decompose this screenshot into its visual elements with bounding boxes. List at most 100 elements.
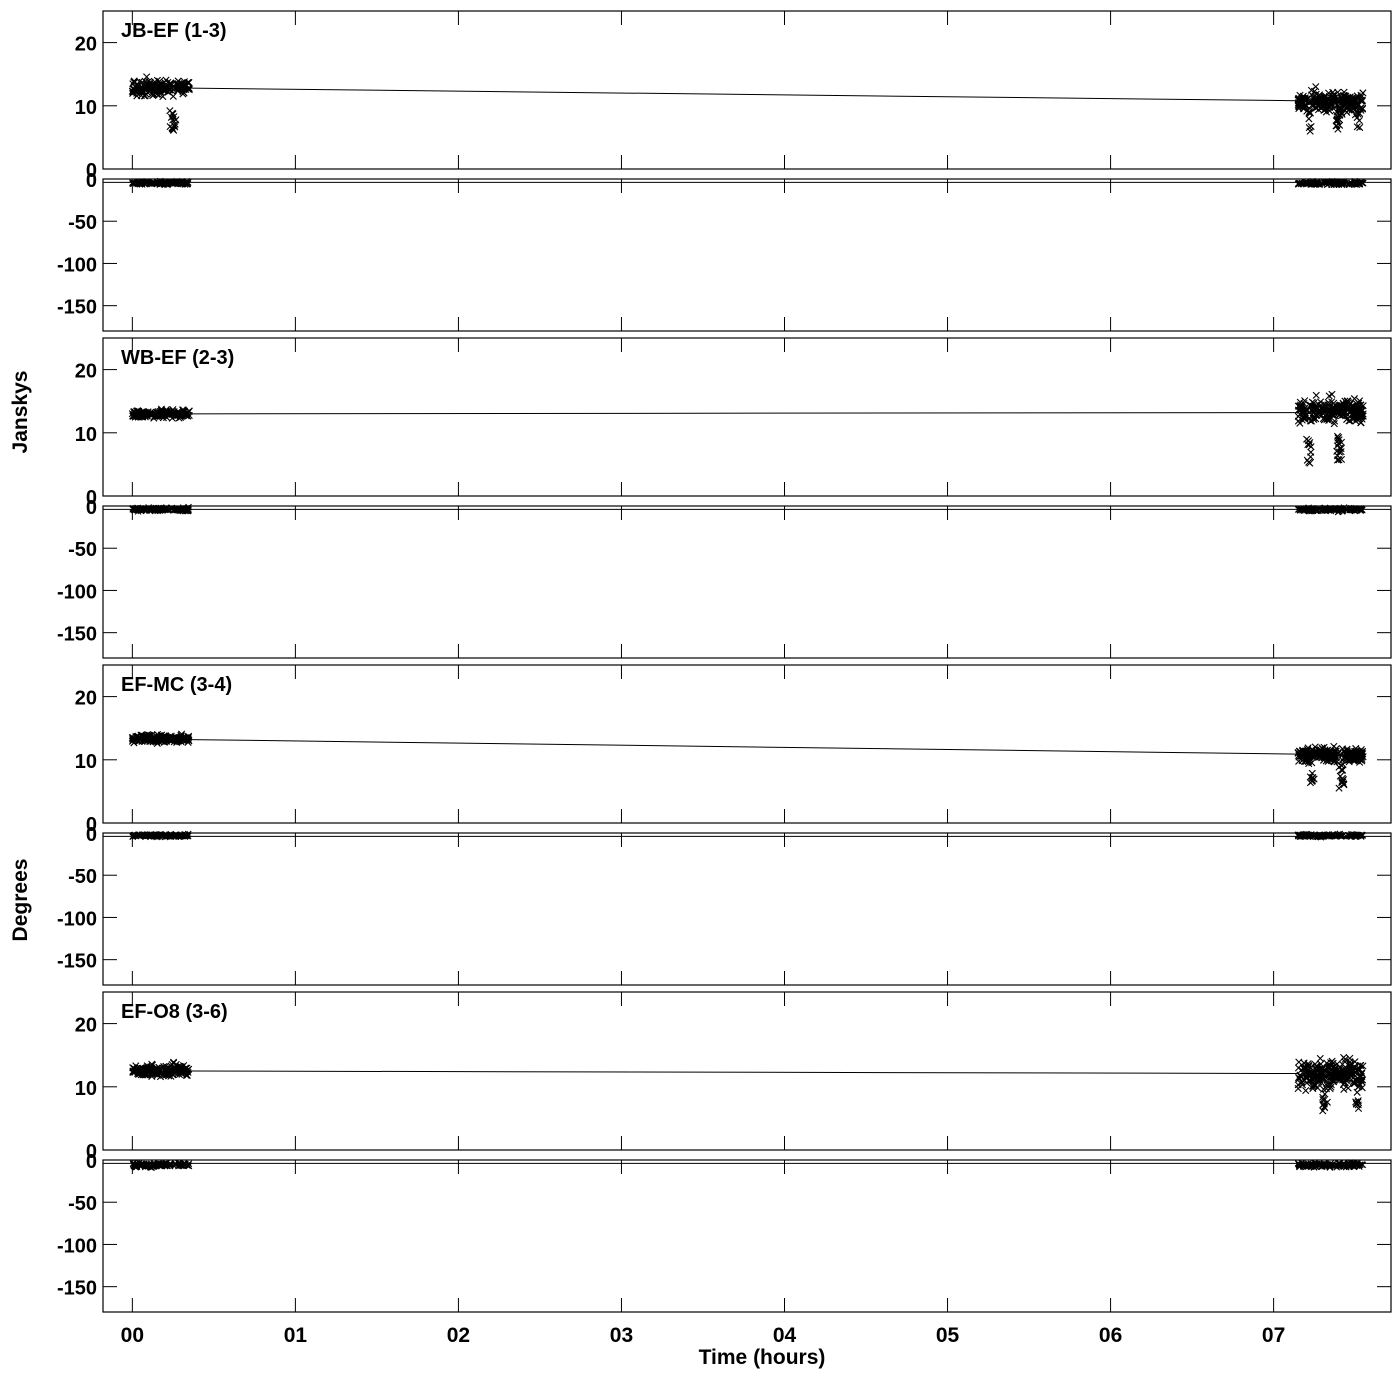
phase-frame: [102, 505, 1392, 659]
data-point: [1307, 443, 1315, 451]
data-point: [155, 80, 163, 89]
data-point: [1353, 1159, 1361, 1167]
data-point: [131, 1068, 139, 1076]
data-point: [169, 1068, 177, 1076]
data-point: [1323, 1081, 1331, 1090]
data-point: [172, 409, 181, 417]
data-point: [1335, 456, 1343, 464]
data-point: [1331, 103, 1339, 111]
data-point: [1358, 831, 1365, 839]
data-point: [134, 737, 142, 745]
data-point: [1303, 830, 1310, 838]
data-point: [1351, 747, 1359, 756]
data-point: [1333, 452, 1342, 460]
data-point: [1320, 831, 1328, 839]
data-point: [144, 736, 152, 745]
data-point: [1296, 831, 1304, 839]
baseline-panel: 0 10 20 0 -50 -100 -150 EF-O8 (3-6): [57, 991, 1392, 1313]
data-point: [1333, 115, 1341, 123]
phase-frame: [102, 1159, 1392, 1313]
data-point: [1299, 95, 1307, 103]
data-point: [183, 1161, 191, 1169]
data-point: [1355, 402, 1363, 410]
data-point: [1309, 180, 1316, 187]
data-point: [1307, 448, 1315, 456]
data-point: [168, 504, 176, 512]
data-point: [138, 88, 147, 96]
data-point: [1346, 400, 1354, 408]
baseline-panel: 0 10 20 0 -50 -100 -150 WB-EF (2-3): [57, 337, 1392, 659]
data-point: [1354, 1097, 1362, 1105]
data-point: [1326, 100, 1335, 108]
data-point: [130, 78, 138, 86]
data-point: [1306, 1077, 1315, 1085]
data-point: [1340, 92, 1348, 100]
data-point: [178, 1070, 186, 1078]
data-point: [159, 505, 166, 513]
data-point: [1321, 1090, 1329, 1098]
data-point: [1348, 1068, 1356, 1077]
data-points: [128, 730, 1367, 841]
data-point: [1320, 1159, 1328, 1167]
data-point: [1335, 763, 1343, 771]
data-point: [143, 73, 151, 81]
y-tick-label: 20: [75, 34, 97, 56]
y-tick-label: -150: [57, 624, 97, 646]
data-point: [1342, 92, 1350, 100]
y-tick-label: 20: [75, 688, 97, 710]
data-point: [1334, 88, 1342, 96]
data-point: [149, 91, 157, 100]
data-point: [1333, 108, 1341, 116]
data-point: [1335, 436, 1343, 444]
data-point: [1312, 506, 1319, 514]
data-point: [1322, 92, 1330, 100]
data-point: [185, 1162, 192, 1170]
data-point: [153, 831, 161, 839]
data-point: [1344, 397, 1352, 405]
data-point: [129, 84, 137, 92]
data-point: [1352, 412, 1360, 420]
data-point: [1345, 181, 1353, 188]
data-point: [1328, 831, 1336, 839]
data-point: [1301, 415, 1309, 423]
panels: 0 10 20 0 -50 -100 -150 JB-EF (1-3) 0 10 20 0 -50 -10…: [57, 10, 1392, 1313]
data-point: [1353, 179, 1360, 187]
data-point: [1325, 405, 1333, 413]
data-point: [1305, 458, 1313, 466]
data-point: [1358, 412, 1366, 420]
data-point: [1322, 506, 1329, 514]
data-point: [1338, 401, 1346, 409]
data-point: [1306, 779, 1315, 787]
data-point: [177, 1063, 185, 1071]
data-point: [1312, 391, 1320, 399]
y-tick-label: 10: [75, 751, 97, 773]
y-tick-label: -100: [57, 1235, 97, 1257]
x-axis: 00 01 02 03 04 05 06 07: [121, 1324, 1286, 1347]
data-point: [161, 735, 169, 743]
model-line: [189, 1070, 1299, 1075]
data-point: [142, 1162, 150, 1170]
data-point: [172, 831, 180, 839]
data-point: [133, 410, 141, 418]
data-point: [1295, 757, 1303, 765]
data-point: [1320, 416, 1328, 424]
data-point: [134, 411, 142, 420]
data-point: [1318, 179, 1326, 187]
data-point: [1325, 392, 1333, 400]
x-tick-label: 06: [1099, 1324, 1122, 1347]
data-point: [1302, 747, 1311, 755]
data-point: [1330, 506, 1338, 514]
data-point: [145, 85, 153, 93]
data-point: [155, 738, 163, 746]
data-point: [1334, 125, 1342, 133]
data-point: [158, 180, 166, 188]
data-point: [1325, 747, 1333, 755]
data-point: [137, 1161, 145, 1168]
data-point: [1353, 123, 1361, 131]
data-point: [175, 409, 183, 417]
data-point: [164, 78, 172, 86]
data-point: [1294, 1159, 1302, 1167]
data-point: [1357, 506, 1364, 514]
data-point: [1352, 1160, 1360, 1168]
